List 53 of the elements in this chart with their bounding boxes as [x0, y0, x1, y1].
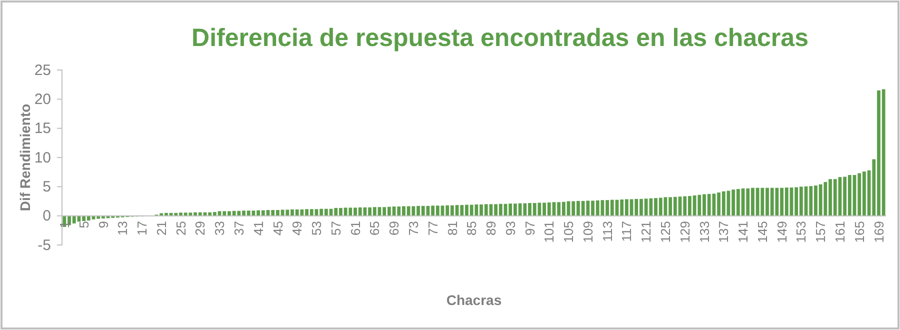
x-tick-label: 129 [677, 221, 692, 243]
x-tick-label: 105 [561, 221, 576, 243]
x-tick-label: 145 [754, 221, 770, 243]
x-tick-label: 125 [658, 221, 674, 243]
x-tick-label: 141 [736, 221, 751, 243]
y-tick-label: 0 [42, 208, 51, 225]
y-tick-label: 15 [34, 120, 51, 138]
y-tick-label: 10 [34, 149, 51, 166]
x-tick-label: 97 [522, 221, 538, 236]
x-tick-label: 53 [309, 221, 324, 236]
x-tick-label: 157 [813, 221, 828, 243]
x-tick-label: 165 [852, 221, 867, 243]
x-tick-label: 17 [134, 221, 150, 236]
x-tick-label: 49 [290, 221, 305, 236]
x-tick-label: 85 [464, 221, 480, 236]
x-tick-label: 117 [619, 221, 634, 242]
x-tick-label: 41 [250, 221, 266, 236]
y-axis-title: Dif Rendimiento [17, 104, 33, 212]
y-tick-label: 5 [42, 178, 51, 196]
x-tick-label: 1 [56, 221, 72, 228]
x-tick-label: 33 [212, 221, 228, 236]
x-tick-label: 93 [502, 221, 518, 236]
x-tick-label: 9 [96, 221, 111, 228]
y-tick-label: 20 [34, 90, 51, 108]
x-tick-label: 133 [696, 221, 712, 243]
x-tick-label: 29 [192, 221, 208, 236]
x-tick-label: 153 [794, 221, 809, 243]
x-tick-label: 25 [173, 221, 188, 236]
x-tick-label: 69 [386, 221, 402, 236]
x-axis-title: Chacras [446, 292, 502, 308]
x-tick-label: 101 [542, 221, 557, 243]
chart-title: Diferencia de respuesta encontradas en las chacras [192, 24, 808, 52]
y-tick-label: -5 [38, 236, 51, 254]
x-tick-label: 89 [484, 221, 499, 236]
x-tick-label: 113 [600, 221, 615, 242]
x-tick-label: 161 [832, 221, 848, 243]
x-tick-label: 109 [580, 221, 596, 243]
x-tick-label: 21 [154, 221, 169, 236]
x-tick-label: 13 [115, 221, 130, 236]
x-tick-label: 57 [328, 221, 344, 236]
x-tick-label: 5 [76, 221, 92, 228]
x-tick-label: 121 [638, 221, 654, 243]
x-tick-label: 61 [348, 221, 363, 236]
x-tick-label: 45 [270, 221, 286, 236]
x-tick-label: 169 [871, 221, 886, 243]
x-tick-label: 37 [231, 221, 246, 236]
x-tick-label: 137 [716, 221, 732, 243]
x-tick-label: 81 [444, 221, 460, 236]
y-tick-label: 25 [34, 62, 51, 79]
x-tick-label: 65 [367, 221, 382, 236]
x-tick-label: 77 [425, 221, 440, 236]
x-tick-label: 149 [774, 221, 790, 243]
x-tick-label: 73 [406, 221, 421, 236]
